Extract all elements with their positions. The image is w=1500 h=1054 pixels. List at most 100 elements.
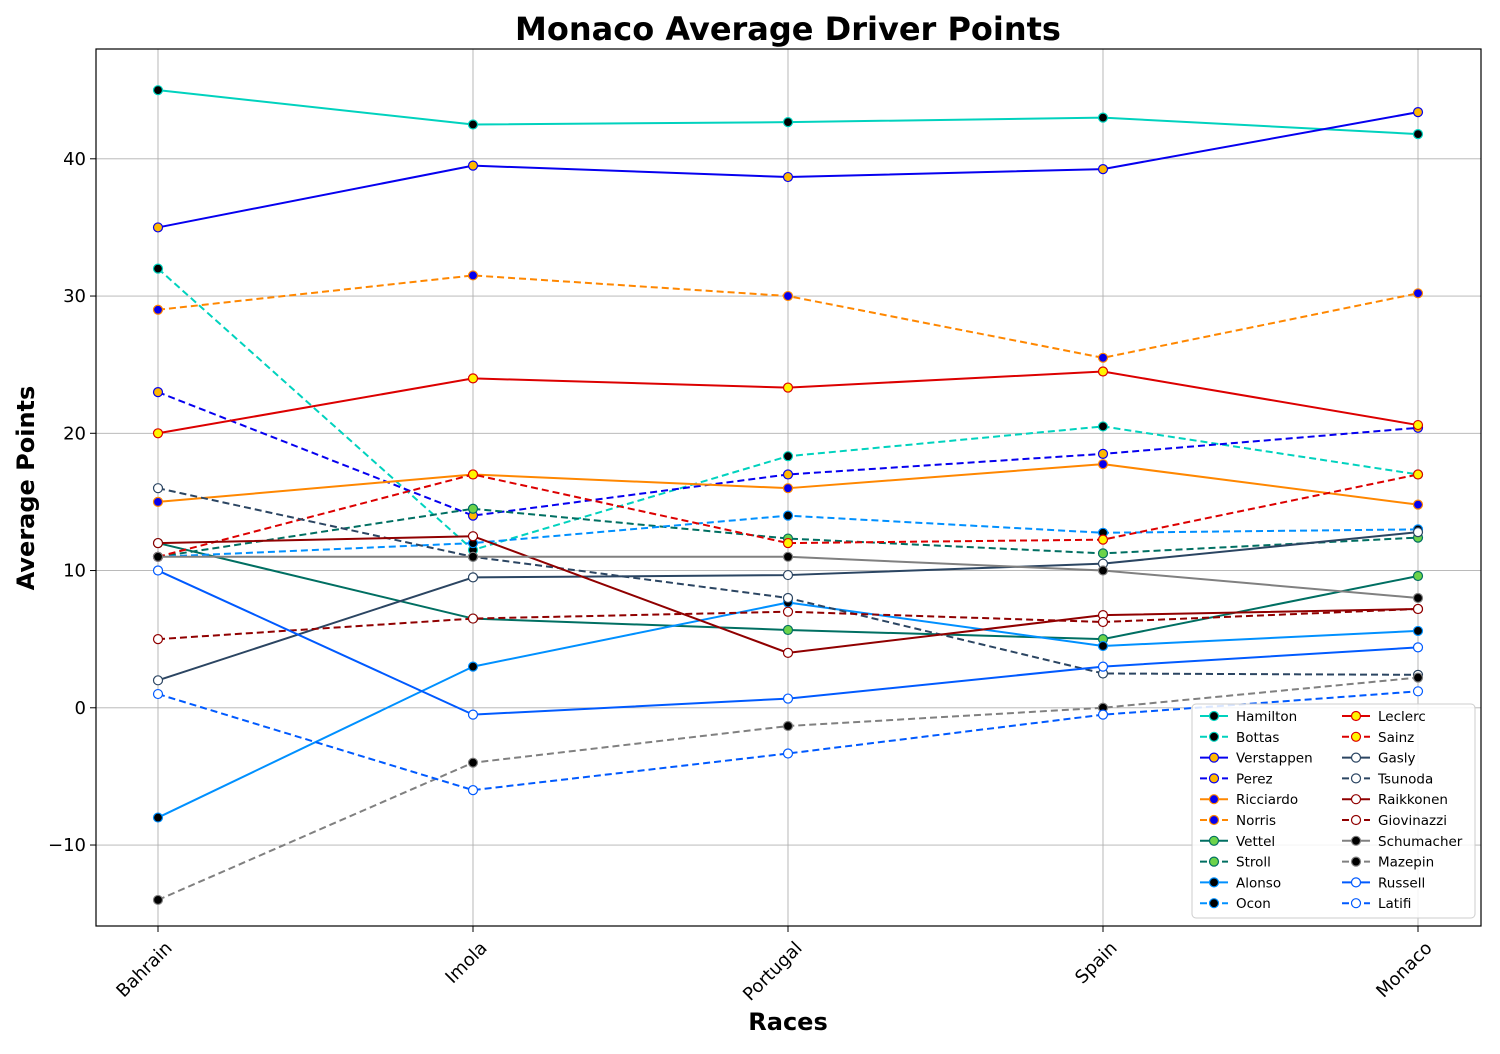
data-point [782, 117, 794, 128]
legend-marker [1350, 752, 1362, 763]
data-point [152, 85, 164, 96]
data-point [1412, 672, 1424, 683]
legend-label: Vettel [1236, 834, 1275, 850]
data-point [1097, 709, 1109, 720]
y-tick-label: 40 [63, 149, 86, 170]
legend-label: Schumacher [1378, 834, 1463, 850]
legend-marker [1208, 731, 1220, 742]
legend-box [1191, 703, 1476, 919]
data-point [782, 171, 794, 183]
series-russell [152, 565, 1424, 720]
legend-label: Raikkonen [1378, 792, 1448, 808]
legend-label: Norris [1236, 813, 1276, 829]
chart-title: Monaco Average Driver Points [515, 10, 1061, 48]
legend-marker [1208, 710, 1220, 722]
legend-label: Bottas [1236, 730, 1279, 746]
data-point [782, 451, 794, 462]
data-point [1097, 421, 1109, 432]
series-line [157, 391, 1419, 517]
series-norris [152, 270, 1424, 363]
data-point [152, 304, 164, 315]
data-point [1412, 625, 1424, 637]
legend-label: Mazepin [1378, 855, 1434, 871]
legend-marker [1208, 773, 1220, 784]
data-point [467, 373, 479, 384]
data-point [782, 693, 794, 704]
x-tick-label: Bahrain [112, 938, 176, 1002]
y-tick-label: −10 [48, 835, 86, 856]
series-giovinazzi [152, 603, 1424, 645]
data-point [1097, 448, 1109, 459]
legend-label: Giovinazzi [1378, 813, 1447, 829]
series-lines [152, 85, 1424, 906]
series-leclerc [152, 366, 1424, 439]
grid [96, 49, 1481, 926]
series-line [157, 507, 1419, 558]
data-point [782, 551, 794, 562]
series-mazepin [152, 672, 1424, 906]
data-point [152, 387, 164, 398]
data-point [467, 757, 479, 768]
legend-item: Tsunoda [1342, 771, 1433, 787]
legend-label: Gasly [1378, 751, 1416, 767]
data-point [1097, 534, 1109, 545]
legend-item: Ocon [1200, 896, 1271, 912]
legend-marker [1350, 794, 1362, 805]
data-point [1097, 459, 1109, 470]
legend-marker [1208, 856, 1220, 867]
legend: Hamilton Bottas Verstappen Perez Ricciardo No… [1191, 703, 1476, 919]
y-axis-label: Average Points [12, 386, 40, 591]
legend-label: Ocon [1236, 896, 1271, 912]
data-point [1412, 128, 1424, 140]
data-point [152, 894, 164, 906]
legend-marker [1208, 814, 1220, 826]
data-point [467, 119, 479, 130]
legend-marker [1350, 877, 1362, 888]
data-point [467, 503, 479, 514]
data-point [1412, 527, 1424, 538]
legend-label: Verstappen [1236, 751, 1313, 767]
data-point [782, 469, 794, 480]
data-point [152, 812, 164, 823]
data-point [1412, 499, 1424, 510]
series-schumacher [152, 551, 1424, 604]
legend-label: Perez [1236, 771, 1273, 787]
legend-item: Raikkonen [1342, 792, 1448, 808]
data-point [1097, 548, 1109, 559]
legend-marker [1208, 752, 1220, 763]
legend-marker [1208, 835, 1220, 846]
series-verstappen [152, 107, 1424, 233]
legend-marker [1350, 856, 1362, 867]
x-tick-label: Imola [441, 938, 491, 988]
legend-label: Russell [1378, 875, 1425, 891]
data-point [1412, 642, 1424, 653]
legend-item: Latifi [1342, 896, 1411, 912]
data-point [782, 510, 794, 521]
legend-item: Gasly [1342, 751, 1416, 767]
data-point [152, 537, 164, 549]
data-point [782, 624, 794, 636]
legend-marker [1208, 898, 1220, 909]
data-point [782, 720, 794, 732]
data-point [467, 551, 479, 562]
legend-label: Sainz [1378, 730, 1414, 746]
data-point [1412, 288, 1424, 299]
data-point [1097, 616, 1109, 628]
data-point [782, 382, 794, 393]
data-point [467, 572, 479, 583]
legend-label: Latifi [1378, 896, 1411, 912]
data-point [467, 709, 479, 720]
legend-item: Alonso [1200, 875, 1281, 891]
data-point [467, 270, 479, 281]
data-point [1412, 592, 1424, 604]
x-tick-label: Portugal [739, 938, 807, 1006]
y-tick-label: 30 [63, 286, 86, 307]
data-point [1097, 112, 1109, 123]
data-point [1097, 565, 1109, 576]
y-tick-label: 10 [63, 561, 86, 582]
y-tick-label: 0 [75, 698, 86, 719]
legend-item: Ricciardo [1200, 792, 1298, 808]
x-tick-label: Spain [1071, 938, 1121, 988]
data-point [782, 569, 794, 581]
